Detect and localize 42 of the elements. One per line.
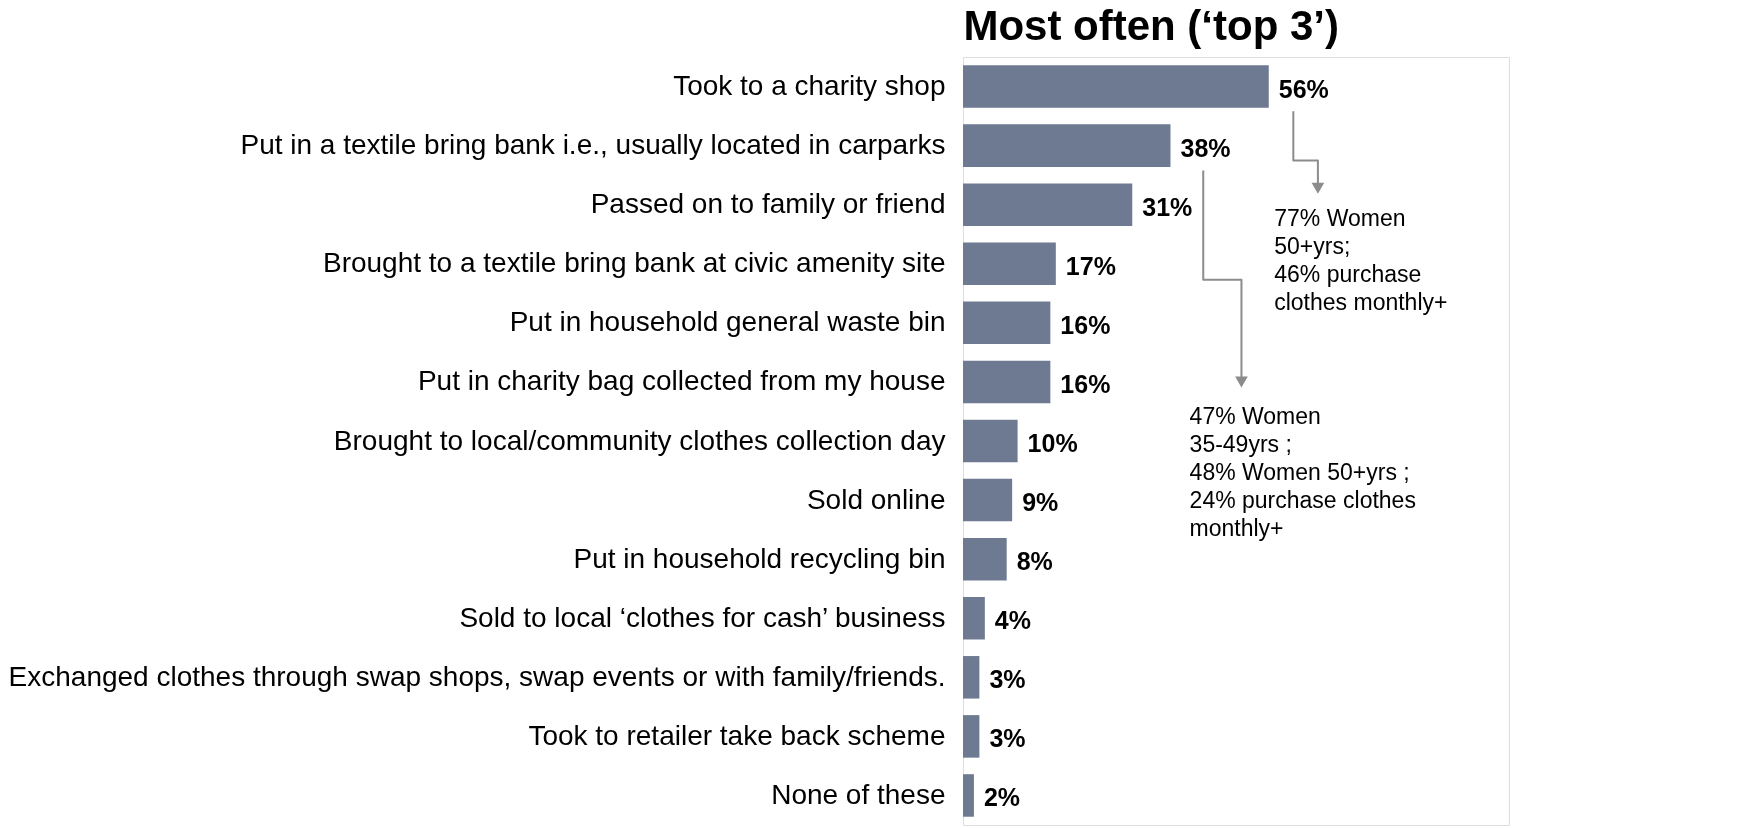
data-label: 10% (1027, 429, 1078, 457)
bar (963, 715, 980, 758)
y-tick-label: Sold to local ‘clothes for cash’ business (459, 601, 946, 633)
data-label: 4% (994, 606, 1031, 635)
data-label: 8% (1016, 547, 1053, 576)
data-label: 17% (1065, 251, 1116, 280)
bar (963, 478, 1013, 522)
bar (963, 360, 1051, 404)
bar (963, 419, 1018, 463)
y-tick-label: Put in household recycling bin (573, 542, 946, 574)
data-label: 3% (989, 724, 1026, 753)
annotation: 47% Women 35-49yrs ; 48% Women 50+yrs ; 24% purchase clothes monthly+ (1189, 402, 1416, 541)
y-tick-label: Exchanged clothes through swap shops, swap events or with family/friends. (8, 660, 946, 692)
data-label: 16% (1060, 310, 1111, 339)
data-label: 9% (1022, 488, 1059, 517)
data-label: 38% (1180, 133, 1231, 162)
y-tick-label: Put in a textile bring bank i.e., usually located in carparks (240, 129, 946, 161)
data-label: 31% (1142, 192, 1193, 221)
chart-title: Most often (‘top 3’) (963, 2, 1339, 49)
y-tick-label: Sold online (806, 483, 946, 515)
bar (963, 65, 1269, 108)
y-tick-label: Brought to local/community clothes collection day (333, 424, 946, 456)
bar (963, 242, 1056, 286)
y-tick-label: Took to a charity shop (673, 70, 946, 102)
y-tick-label: Put in charity bag collected from my house (417, 365, 946, 397)
y-tick-label: Brought to a textile bring bank at civic amenity site (322, 247, 946, 279)
bar (963, 301, 1051, 345)
bar (963, 596, 985, 640)
y-tick-label: Put in household general waste bin (509, 306, 946, 338)
bar (963, 183, 1133, 226)
annotation: 77% Women 50+yrs; 46% purchase clothes monthly+ (1274, 204, 1448, 315)
data-label: 2% (983, 783, 1021, 812)
data-label: 3% (989, 665, 1026, 694)
bar (963, 124, 1171, 167)
y-tick-label: Passed on to family or friend (590, 188, 946, 220)
data-label: 16% (1060, 369, 1111, 398)
bar (963, 774, 974, 817)
y-tick-label: None of these (771, 778, 946, 810)
bar (963, 656, 980, 699)
bar (963, 537, 1007, 581)
data-label: 56% (1278, 74, 1329, 103)
y-tick-label: Took to retailer take back scheme (528, 719, 946, 751)
